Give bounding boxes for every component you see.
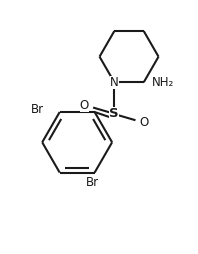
Text: Br: Br xyxy=(31,103,44,116)
Text: O: O xyxy=(80,99,89,112)
Text: N: N xyxy=(110,76,119,89)
Text: O: O xyxy=(140,116,149,129)
Text: S: S xyxy=(109,107,119,120)
Text: NH₂: NH₂ xyxy=(152,76,175,89)
Text: Br: Br xyxy=(86,176,99,189)
